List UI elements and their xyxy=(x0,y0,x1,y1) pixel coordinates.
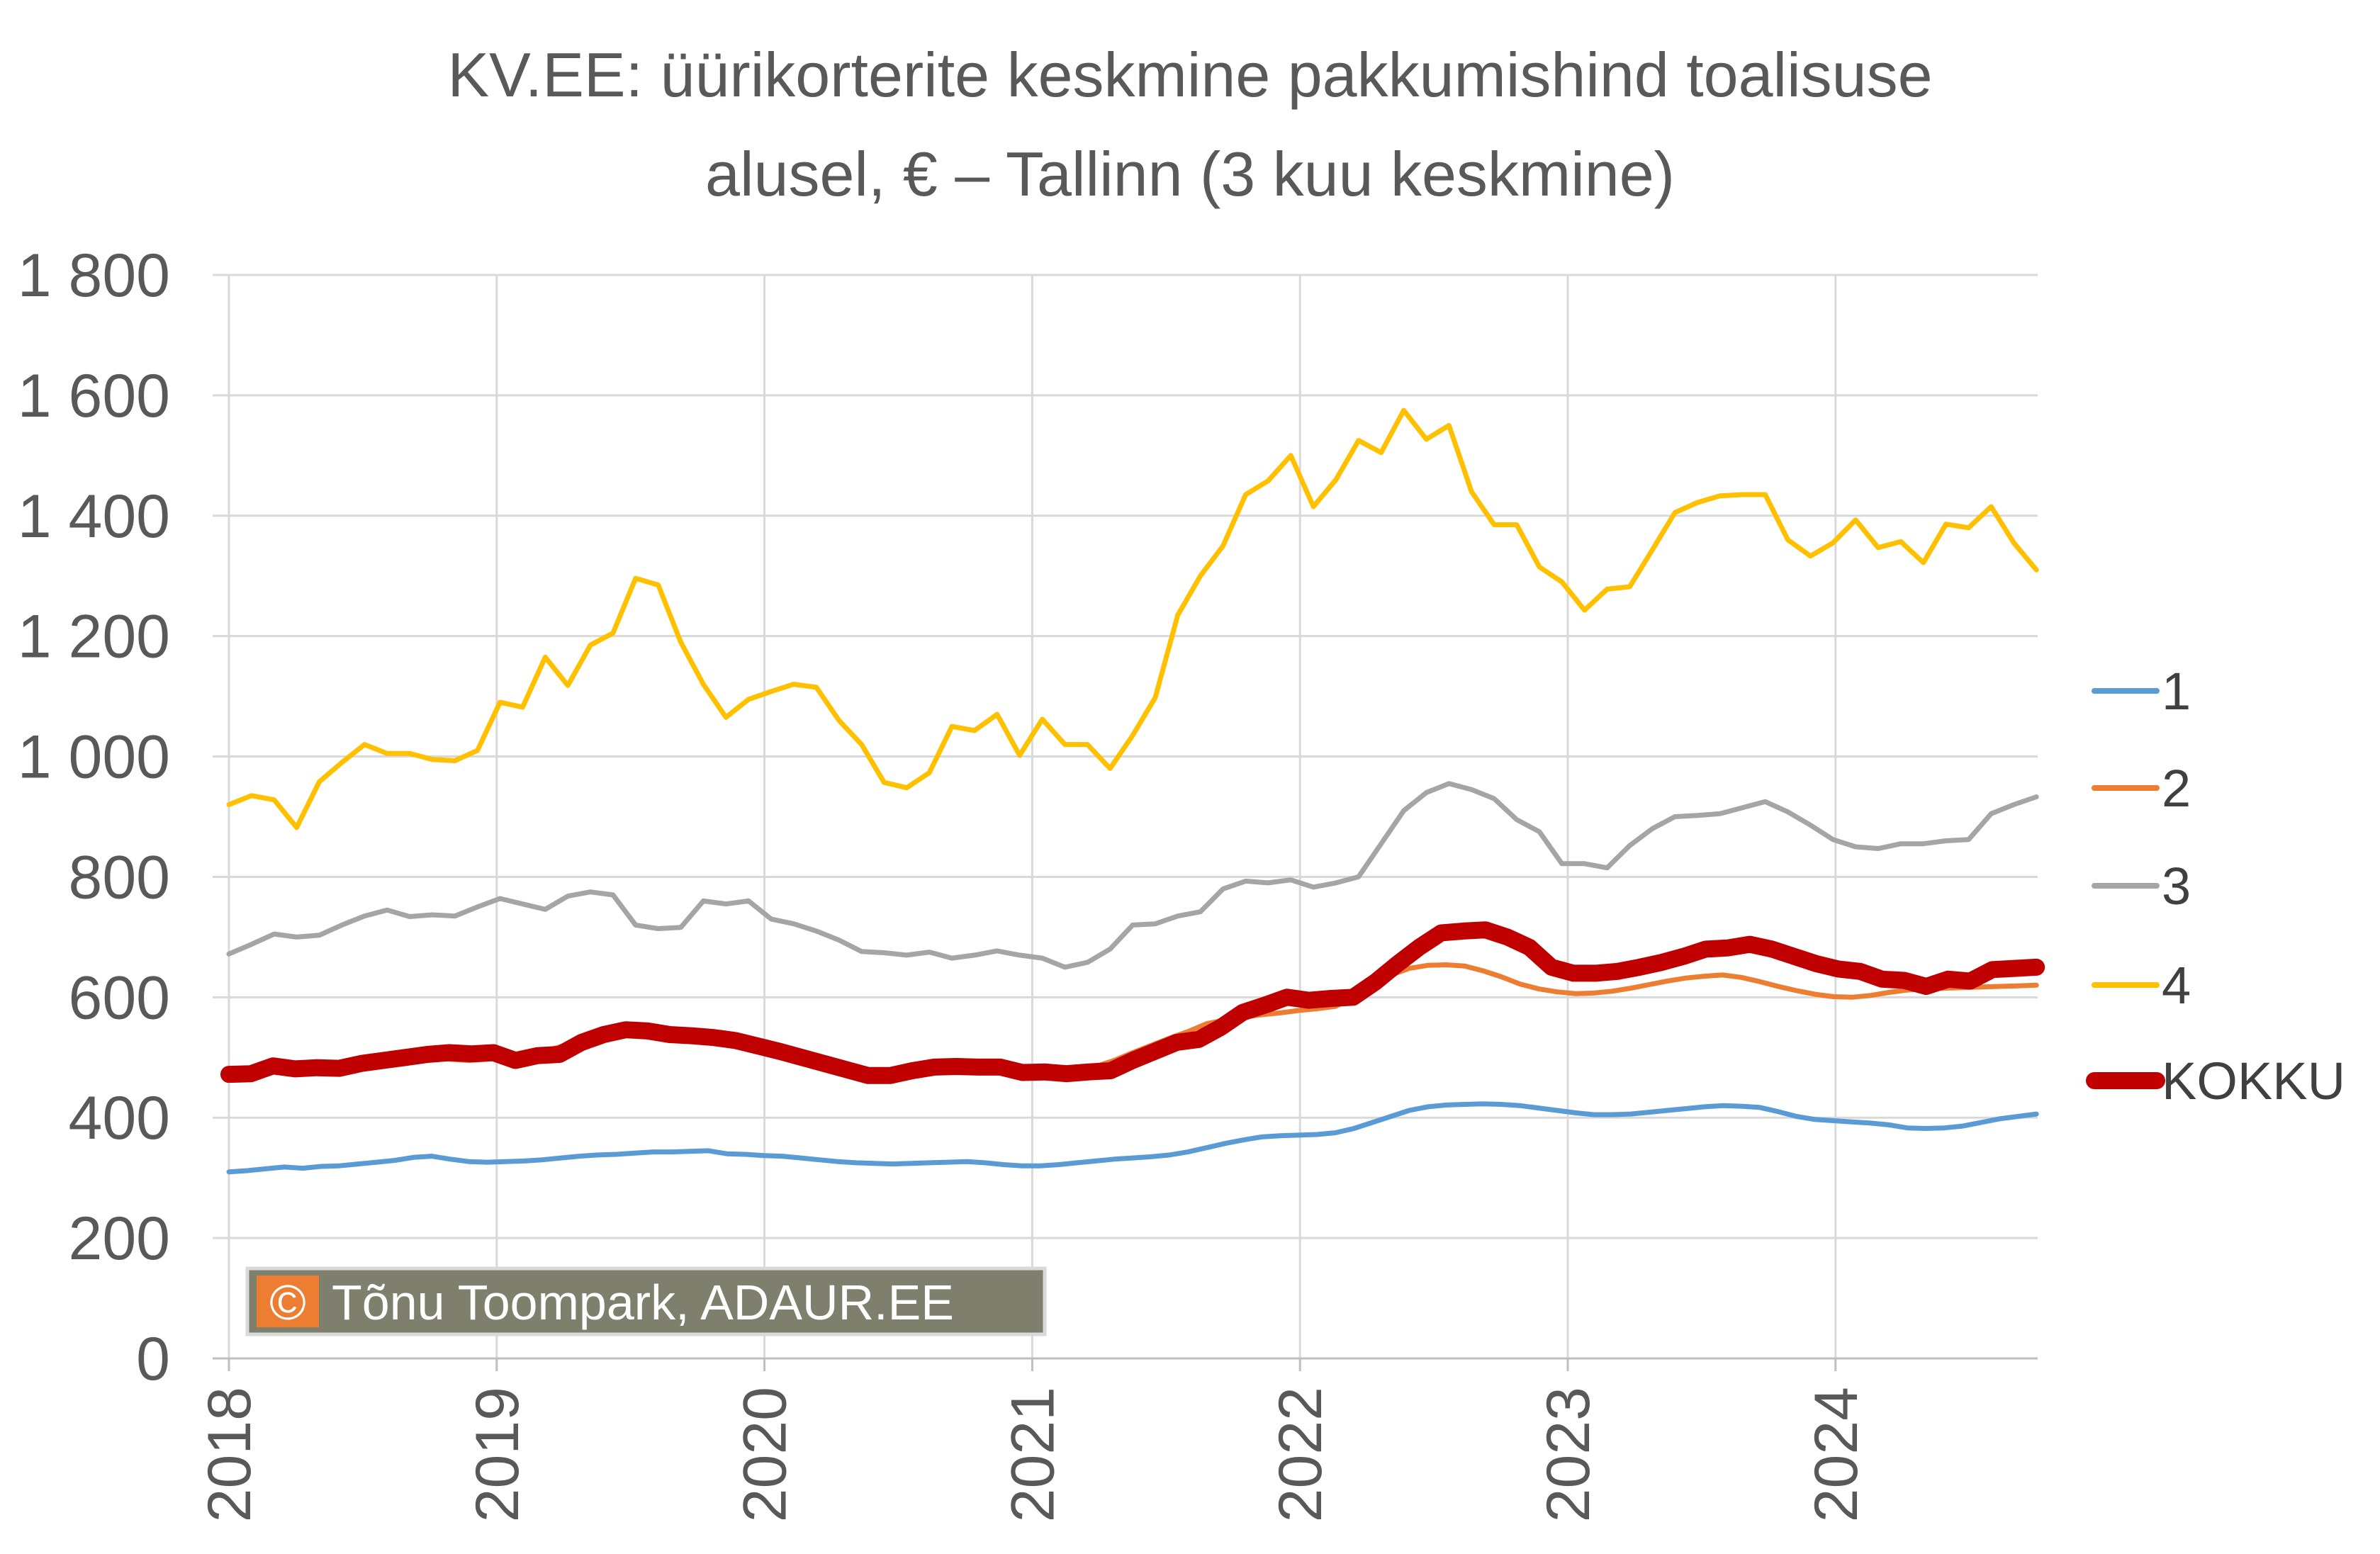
x-tick-label: 2020 xyxy=(731,1387,799,1522)
y-tick-label: 400 xyxy=(69,1084,171,1152)
y-tick-label: 1 800 xyxy=(18,242,170,310)
copyright-icon: © xyxy=(269,1275,306,1330)
chart-title: KV.EE: üürikorterite keskmine pakkumishi… xyxy=(447,40,1933,110)
legend-label-1: 1 xyxy=(2162,662,2191,721)
series-line-1 xyxy=(226,1101,2039,1175)
credit-symbol-bg xyxy=(257,1276,319,1327)
series-line-4 xyxy=(226,407,2039,831)
y-tick-label: 200 xyxy=(69,1205,171,1273)
x-tick-label: 2023 xyxy=(1534,1387,1602,1522)
y-tick-label: 0 xyxy=(136,1325,170,1393)
x-tick-label: 2024 xyxy=(1802,1387,1870,1522)
y-tick-label: 800 xyxy=(69,843,171,911)
legend-label-3: 3 xyxy=(2162,857,2191,916)
credit-text: Tõnu Toompark, ADAUR.EE xyxy=(332,1275,954,1330)
x-tick-label: 2019 xyxy=(464,1387,532,1522)
y-tick-label: 600 xyxy=(69,964,171,1032)
x-tick-label: 2018 xyxy=(196,1387,264,1522)
legend-label-KOKKU: KOKKU xyxy=(2162,1052,2345,1110)
series-line-3 xyxy=(226,781,2039,970)
y-tick-label: 1 200 xyxy=(18,603,170,671)
series-line-KOKKU xyxy=(220,921,2045,1084)
legend-label-2: 2 xyxy=(2162,759,2191,818)
y-tick-label: 1 000 xyxy=(18,723,170,792)
credit-box xyxy=(245,1266,1047,1336)
legend-label-4: 4 xyxy=(2162,956,2191,1015)
chart-subtitle: alusel, € – Tallinn (3 kuu keskmine) xyxy=(705,139,1675,209)
x-tick-label: 2022 xyxy=(1267,1387,1335,1522)
x-tick-label: 2021 xyxy=(999,1387,1067,1522)
y-tick-label: 1 600 xyxy=(18,362,170,430)
y-tick-label: 1 400 xyxy=(18,483,170,551)
